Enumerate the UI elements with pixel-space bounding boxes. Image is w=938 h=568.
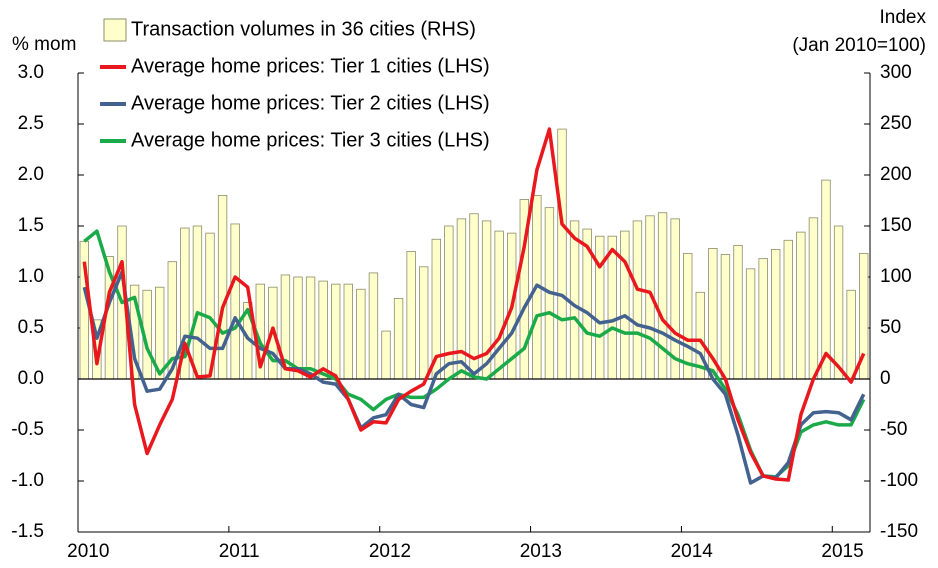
bar <box>683 253 693 380</box>
legend-label: Average home prices: Tier 1 cities (LHS) <box>131 55 490 77</box>
y2-tick-label: 300 <box>880 62 912 83</box>
y2-axis-label: (Jan 2010=100) <box>792 35 926 56</box>
y2-tick-label: 100 <box>880 266 912 287</box>
x-tick-label: 2011 <box>219 541 260 562</box>
legend-label: Transaction volumes in 36 cities (RHS) <box>131 18 476 40</box>
y-tick-label: -1.5 <box>11 521 44 542</box>
x-tick-label: 2014 <box>671 541 714 562</box>
bar <box>293 276 303 380</box>
bar <box>419 266 429 380</box>
y-tick-label: 1.0 <box>18 266 44 287</box>
bar <box>733 244 743 380</box>
bar <box>657 212 668 380</box>
y2-tick-label: 0 <box>880 368 891 389</box>
legend-label: Average home prices: Tier 3 cities (LHS) <box>131 129 490 151</box>
y2-tick-label: -150 <box>880 521 918 542</box>
bar <box>494 230 504 380</box>
bar <box>808 217 819 380</box>
bar <box>557 128 567 380</box>
bar <box>381 330 391 380</box>
line <box>82 127 866 482</box>
bar <box>305 276 316 380</box>
bar <box>569 220 580 380</box>
y2-tick-label: 50 <box>880 317 901 338</box>
y2-tick-label: 200 <box>880 164 912 185</box>
bar <box>192 225 203 380</box>
bar <box>632 220 643 380</box>
bar <box>821 179 831 380</box>
y2-tick-label: -100 <box>880 470 918 491</box>
y-tick-label: 1.5 <box>18 215 44 236</box>
bar <box>833 225 844 380</box>
bar <box>620 230 630 380</box>
bar <box>771 249 781 380</box>
y-tick-label: 0.0 <box>18 368 44 389</box>
y2-tick-label: 150 <box>880 215 912 236</box>
bar <box>356 288 366 380</box>
y-tick-label: 2.5 <box>18 113 44 134</box>
bar <box>846 289 856 380</box>
bar <box>318 280 328 380</box>
bar <box>745 268 756 380</box>
bar <box>720 254 731 380</box>
bar <box>331 283 341 380</box>
y2-tick-label: -50 <box>880 419 907 440</box>
bar <box>783 239 793 380</box>
bar <box>444 225 454 380</box>
y-tick-label: 2.0 <box>18 164 44 185</box>
bar <box>469 213 479 380</box>
bar <box>758 258 768 380</box>
bar <box>595 235 605 380</box>
bar <box>217 194 228 380</box>
y2-tick-label: 250 <box>880 113 912 134</box>
x-tick-label: 2012 <box>369 541 411 562</box>
bar <box>607 235 617 380</box>
legend-label: Average home prices: Tier 2 cities (LHS) <box>131 92 490 114</box>
bar <box>230 223 240 380</box>
y2-axis-label: Index <box>880 7 927 28</box>
legend-swatch <box>103 18 127 42</box>
legend: Transaction volumes in 36 cities (RHS) Av… <box>100 18 490 151</box>
bar <box>406 251 416 380</box>
y-tick-label: -1.0 <box>11 470 44 491</box>
x-tick-label: 2010 <box>67 541 109 562</box>
x-tick-label: 2013 <box>520 541 562 562</box>
y-tick-label: -0.5 <box>11 419 44 440</box>
x-tick-label: 2015 <box>821 541 863 562</box>
bar <box>368 272 379 380</box>
y-tick-label: 0.5 <box>18 317 44 338</box>
y-tick-label: 3.0 <box>18 62 44 83</box>
y-axis-label: % mom <box>12 34 76 55</box>
bar <box>393 298 404 380</box>
bar <box>796 231 806 380</box>
bar <box>343 283 353 380</box>
